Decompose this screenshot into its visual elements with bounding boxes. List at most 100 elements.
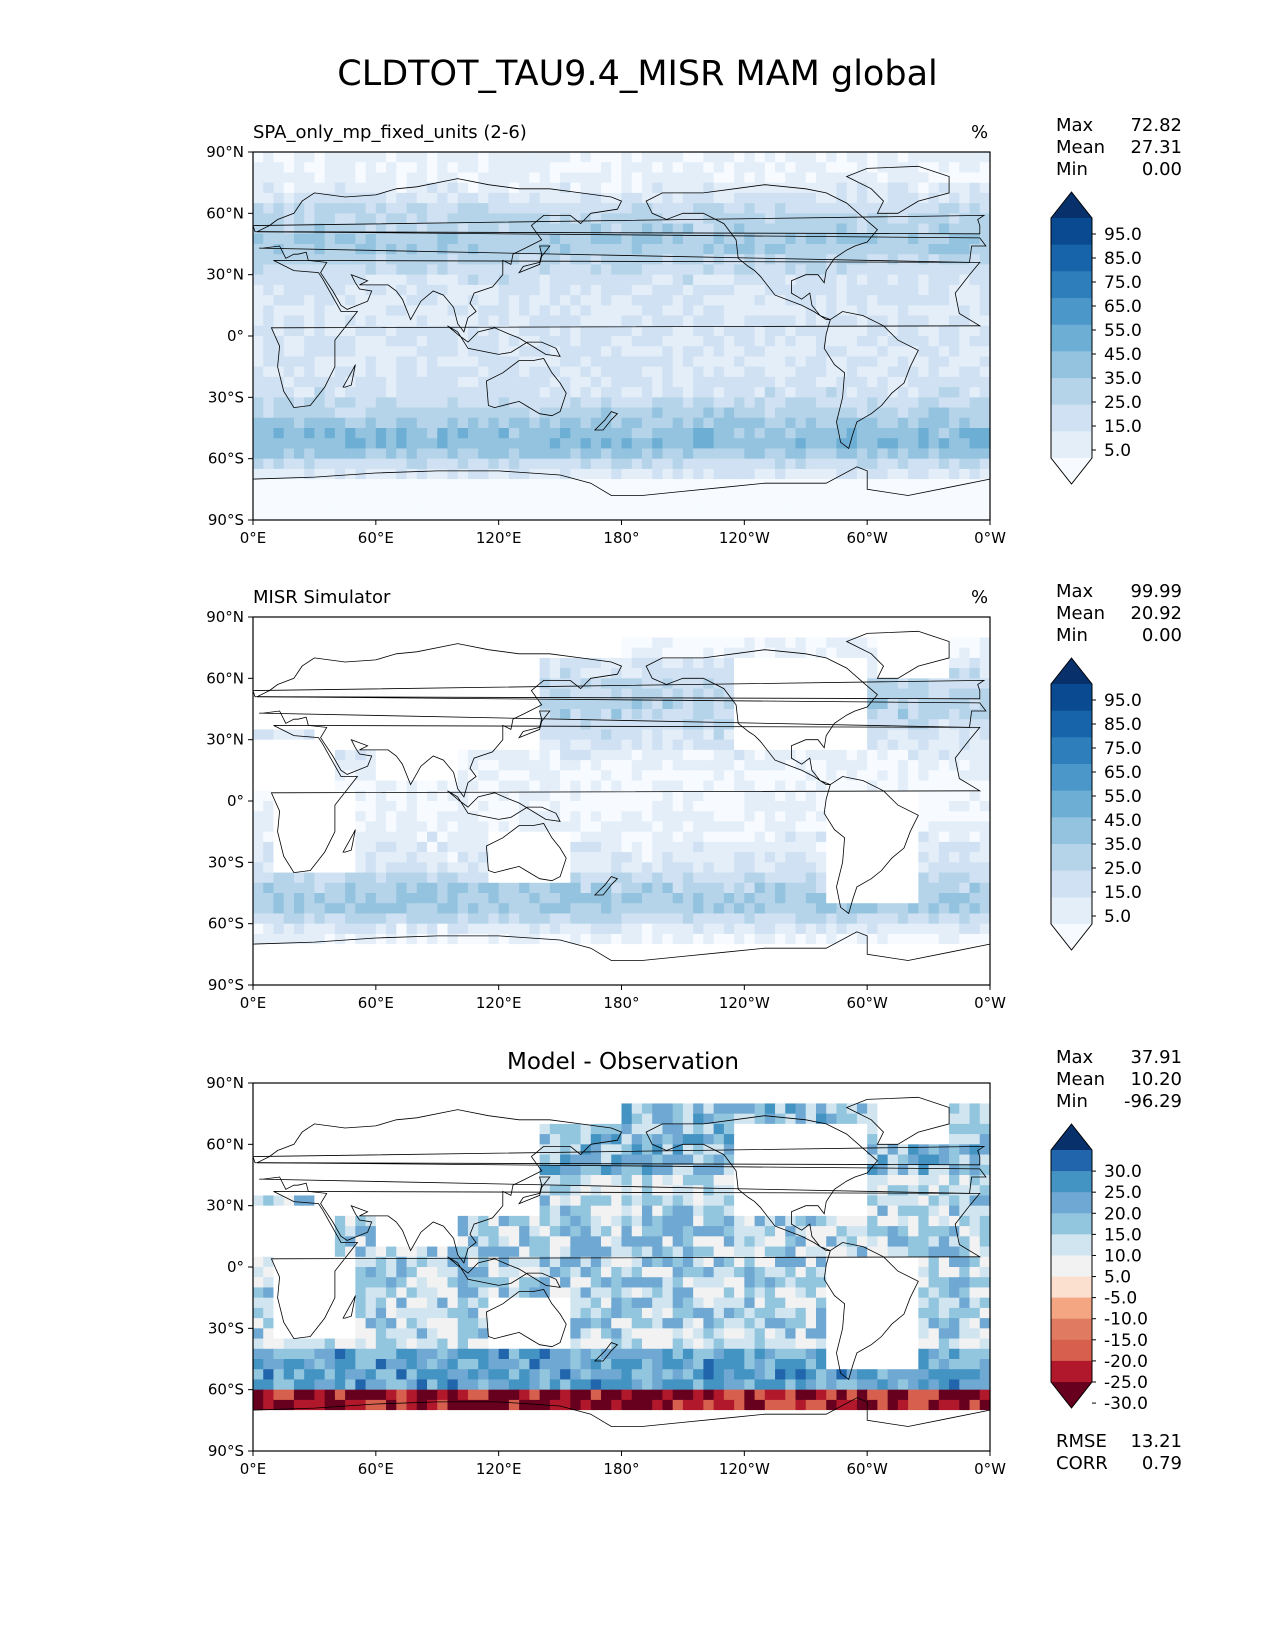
field-cell: [785, 923, 797, 935]
field-cell: [652, 162, 664, 174]
field-cell: [396, 233, 408, 245]
field-cell: [314, 719, 326, 731]
field-cell: [621, 678, 633, 690]
field-cell: [580, 254, 592, 266]
field-cell: [775, 627, 786, 639]
field-cell: [570, 407, 582, 419]
field-cell: [611, 831, 623, 843]
field-cell: [601, 244, 612, 255]
field-cell: [979, 376, 991, 388]
field-cell: [887, 356, 899, 368]
field-cell: [375, 264, 387, 276]
field-cell: [283, 203, 295, 214]
field-cell: [969, 770, 981, 782]
field-cell: [887, 903, 899, 915]
field-cell: [416, 657, 428, 669]
field-cell: [508, 811, 520, 823]
field-cell: [969, 801, 981, 812]
field-cell: [457, 233, 469, 245]
field-cell: [652, 780, 664, 792]
field-cell: [611, 407, 623, 419]
field-cell: [744, 770, 756, 782]
field-cell: [775, 244, 786, 255]
field-cell: [447, 376, 459, 388]
field-cell: [897, 821, 909, 833]
field-cell: [949, 162, 960, 174]
field-cell: [355, 244, 367, 255]
field-cell: [805, 933, 817, 945]
field-cell: [723, 254, 735, 266]
field-cell: [549, 172, 561, 184]
field-cell: [334, 862, 346, 874]
field-cell: [764, 387, 776, 398]
field-cell: [283, 315, 295, 327]
field-cell: [672, 647, 684, 659]
field-cell: [498, 760, 510, 771]
field-cell: [979, 438, 991, 450]
field-cell: [519, 617, 530, 628]
field-cell: [908, 509, 919, 521]
field-cell: [519, 841, 530, 853]
field-cell: [519, 657, 530, 669]
field-cell: [877, 617, 889, 628]
field-cell: [601, 366, 612, 378]
field-cell: [283, 448, 295, 460]
field-cell: [549, 356, 561, 368]
field-cell: [979, 893, 991, 904]
field-cell: [549, 903, 561, 915]
field-cell: [437, 397, 449, 409]
field-cell: [764, 872, 776, 884]
field-cell: [979, 933, 991, 945]
field-cell: [467, 295, 479, 306]
field-cell: [928, 729, 940, 741]
field-cell: [601, 668, 612, 679]
field-cell: [785, 428, 797, 439]
field-cell: [324, 274, 336, 286]
field-cell: [969, 780, 981, 792]
field-cell: [928, 152, 940, 163]
field-cell: [969, 448, 981, 460]
field-cell: [764, 709, 776, 720]
field-cell: [764, 831, 776, 843]
field-cell: [938, 790, 950, 802]
field-cell: [652, 428, 664, 439]
field-cell: [365, 944, 377, 955]
field-cell: [652, 458, 664, 470]
field-cell: [345, 356, 356, 368]
field-cell: [293, 739, 305, 751]
field-cell: [365, 499, 377, 511]
field-cell: [662, 192, 674, 204]
field-cell: [969, 223, 981, 235]
field-cell: [877, 295, 889, 306]
field-cell: [621, 719, 633, 731]
field-cell: [273, 203, 285, 214]
field-cell: [345, 719, 356, 731]
field-cell: [744, 468, 756, 480]
field-cell: [273, 244, 285, 255]
field-cell: [775, 770, 786, 782]
field-cell: [826, 790, 838, 802]
field-cell: [386, 458, 397, 470]
field-cell: [744, 203, 756, 214]
field-cell: [488, 254, 500, 266]
field-cell: [867, 264, 879, 276]
field-cell: [979, 223, 991, 235]
field-cell: [345, 448, 356, 460]
field-cell: [437, 841, 449, 853]
field-cell: [836, 152, 848, 163]
field-cell: [764, 458, 776, 470]
field-cell: [764, 315, 776, 327]
field-cell: [549, 346, 561, 358]
field-cell: [529, 668, 541, 679]
field-cell: [355, 688, 367, 700]
field-cell: [478, 617, 490, 628]
field-cell: [334, 489, 346, 501]
field-cell: [795, 192, 807, 204]
field-cell: [416, 499, 428, 511]
field-cell: [682, 458, 694, 470]
field-cell: [529, 162, 541, 174]
field-cell: [928, 325, 940, 337]
field-cell: [273, 893, 285, 904]
field-cell: [918, 264, 930, 276]
field-cell: [672, 617, 684, 628]
